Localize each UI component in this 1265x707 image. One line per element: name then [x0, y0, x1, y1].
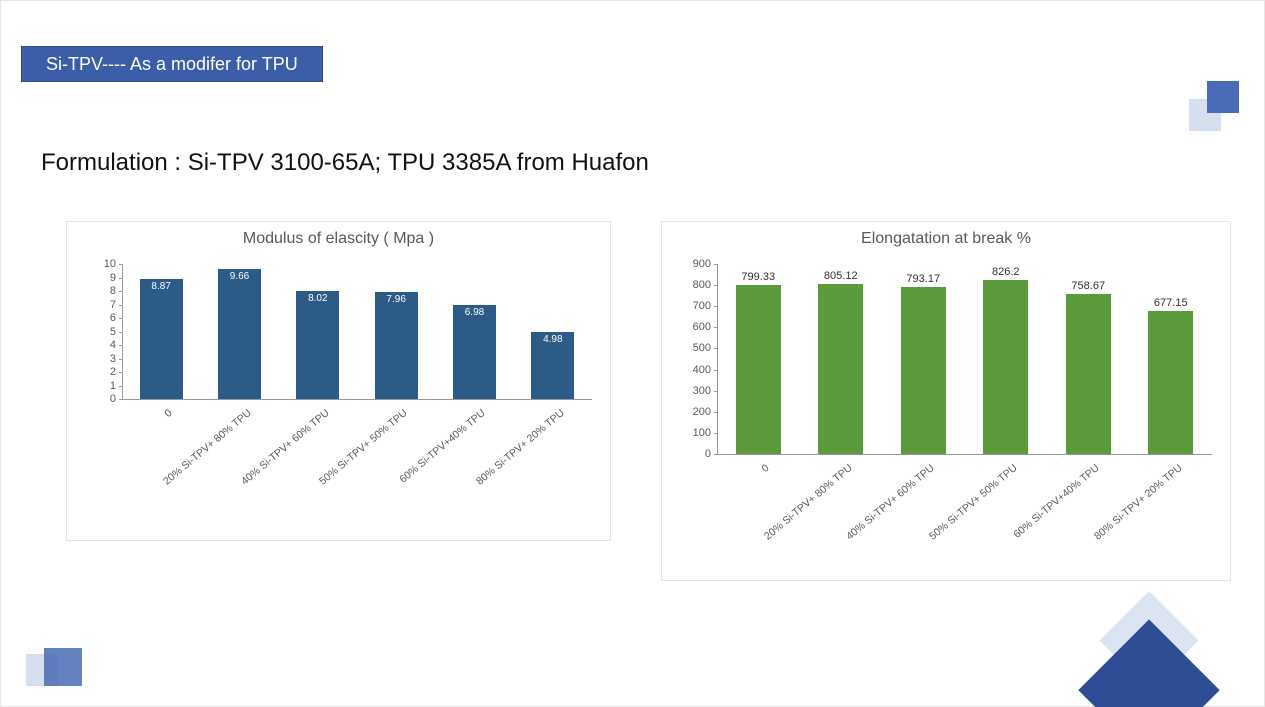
bar-value-label: 8.87: [140, 281, 183, 292]
y-tick-label: 1: [110, 380, 116, 392]
x-category-label: 80% Si-TPV+ 20% TPU: [474, 407, 567, 488]
title-banner-text: Si-TPV---- As a modifer for TPU: [46, 54, 298, 75]
chart-title: Elongatation at break %: [662, 230, 1230, 248]
y-tick-mark: [119, 291, 122, 292]
chart-elongation: Elongatation at break % 0100200300400500…: [661, 221, 1231, 581]
y-tick-mark: [119, 305, 122, 306]
y-tick-label: 8: [110, 285, 116, 297]
y-tick-label: 200: [693, 406, 711, 418]
x-category-label: 50% Si-TPV+ 50% TPU: [317, 407, 410, 488]
bar: 793.17: [901, 287, 946, 454]
bar: 7.96: [375, 292, 418, 399]
bar: 826.2: [983, 280, 1028, 454]
y-tick-label: 2: [110, 366, 116, 378]
x-axis: [717, 454, 1212, 455]
bar-value-label: 826.2: [969, 266, 1042, 278]
y-tick-label: 4: [110, 339, 116, 351]
decoration-top-right: [1179, 81, 1239, 136]
subtitle-text: Formulation : Si-TPV 3100-65A; TPU 3385A…: [41, 149, 649, 177]
y-tick-label: 0: [705, 448, 711, 460]
y-tick-mark: [119, 332, 122, 333]
title-banner: Si-TPV---- As a modifer for TPU: [21, 46, 323, 82]
x-axis: [122, 399, 592, 400]
x-category-label: 40% Si-TPV+ 60% TPU: [239, 407, 332, 488]
y-tick-label: 100: [693, 427, 711, 439]
y-tick-mark: [119, 386, 122, 387]
bar-value-label: 805.12: [804, 270, 877, 282]
x-category-label: 0: [760, 462, 772, 475]
deco-square-dark: [44, 648, 82, 686]
chart-modulus: Modulus of elascity ( Mpa ) 012345678910…: [66, 221, 611, 541]
decoration-bottom-left: [26, 631, 96, 686]
y-tick-mark: [119, 318, 122, 319]
x-category-label: 0: [163, 407, 175, 420]
y-tick-label: 700: [693, 300, 711, 312]
y-tick-mark: [714, 433, 717, 434]
decoration-bottom-right: [1064, 591, 1234, 707]
y-tick-label: 400: [693, 364, 711, 376]
bar-value-label: 8.02: [296, 293, 339, 304]
y-tick-label: 7: [110, 299, 116, 311]
bar: 799.33: [736, 285, 781, 454]
plot-area: 0100200300400500600700800900799.330805.1…: [717, 264, 1212, 454]
y-tick-mark: [714, 454, 717, 455]
y-tick-label: 9: [110, 272, 116, 284]
bar: 9.66: [218, 269, 261, 399]
y-tick-mark: [714, 285, 717, 286]
chart-title: Modulus of elascity ( Mpa ): [67, 230, 610, 248]
bar-value-label: 677.15: [1134, 297, 1207, 309]
x-category-label: 20% Si-TPV+ 80% TPU: [762, 462, 855, 543]
y-tick-mark: [714, 306, 717, 307]
bar-value-label: 793.17: [887, 273, 960, 285]
bar: 4.98: [531, 332, 574, 399]
y-tick-mark: [119, 278, 122, 279]
y-axis: [122, 264, 123, 399]
y-tick-mark: [714, 412, 717, 413]
y-tick-mark: [119, 345, 122, 346]
y-tick-mark: [119, 399, 122, 400]
bar-value-label: 758.67: [1052, 280, 1125, 292]
x-category-label: 60% Si-TPV+40% TPU: [398, 407, 488, 486]
y-tick-label: 900: [693, 258, 711, 270]
bar: 758.67: [1066, 294, 1111, 454]
y-tick-label: 3: [110, 353, 116, 365]
bar-value-label: 4.98: [531, 334, 574, 345]
x-category-label: 50% Si-TPV+ 50% TPU: [927, 462, 1020, 543]
y-tick-label: 6: [110, 312, 116, 324]
bar: 805.12: [818, 284, 863, 454]
y-tick-mark: [119, 264, 122, 265]
bar-value-label: 6.98: [453, 307, 496, 318]
bar: 8.87: [140, 279, 183, 399]
y-tick-label: 500: [693, 342, 711, 354]
bar: 8.02: [296, 291, 339, 399]
bar-value-label: 799.33: [722, 271, 795, 283]
y-tick-mark: [714, 264, 717, 265]
x-category-label: 20% Si-TPV+ 80% TPU: [160, 407, 253, 488]
y-axis: [717, 264, 718, 454]
y-tick-mark: [714, 370, 717, 371]
x-category-label: 60% Si-TPV+40% TPU: [1011, 462, 1101, 541]
bar-value-label: 7.96: [375, 294, 418, 305]
y-tick-label: 300: [693, 385, 711, 397]
y-tick-mark: [714, 327, 717, 328]
y-tick-label: 10: [104, 258, 116, 270]
y-tick-mark: [119, 372, 122, 373]
y-tick-label: 0: [110, 393, 116, 405]
y-tick-label: 5: [110, 326, 116, 338]
bar: 677.15: [1148, 311, 1193, 454]
y-tick-mark: [714, 391, 717, 392]
y-tick-label: 800: [693, 279, 711, 291]
y-tick-mark: [714, 348, 717, 349]
deco-square-dark: [1207, 81, 1239, 113]
slide-page: Si-TPV---- As a modifer for TPU Formulat…: [0, 0, 1265, 707]
plot-area: 0123456789108.8709.6620% Si-TPV+ 80% TPU…: [122, 264, 592, 399]
y-tick-mark: [119, 359, 122, 360]
x-category-label: 40% Si-TPV+ 60% TPU: [844, 462, 937, 543]
bar-value-label: 9.66: [218, 271, 261, 282]
y-tick-label: 600: [693, 321, 711, 333]
deco-diamond-dark: [1078, 619, 1219, 707]
x-category-label: 80% Si-TPV+ 20% TPU: [1092, 462, 1185, 543]
bar: 6.98: [453, 305, 496, 399]
